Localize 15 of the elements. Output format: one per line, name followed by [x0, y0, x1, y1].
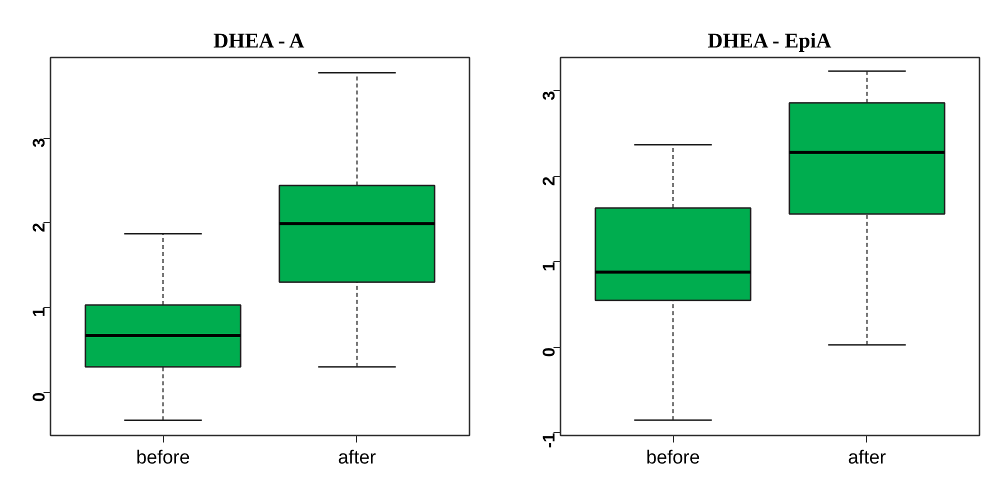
y-tick-label: 0	[30, 392, 48, 402]
y-tick-label: 1	[30, 308, 48, 317]
y-tick-label: -1	[540, 432, 558, 448]
y-tick-label: 2	[30, 222, 48, 232]
y-tick-label: 0	[540, 347, 558, 357]
chart-title: DHEA - EpiA	[708, 28, 832, 52]
y-tick-label: 2	[540, 176, 558, 186]
y-tick-label: 1	[540, 262, 558, 272]
x-tick-label: before	[646, 448, 700, 468]
y-tick-label: 3	[540, 90, 558, 100]
x-tick-label: after	[338, 448, 377, 468]
chart-title: DHEA - A	[213, 28, 306, 52]
x-tick-label: before	[136, 448, 190, 468]
y-tick-label: 3	[30, 138, 48, 148]
x-tick-label: after	[848, 448, 887, 468]
